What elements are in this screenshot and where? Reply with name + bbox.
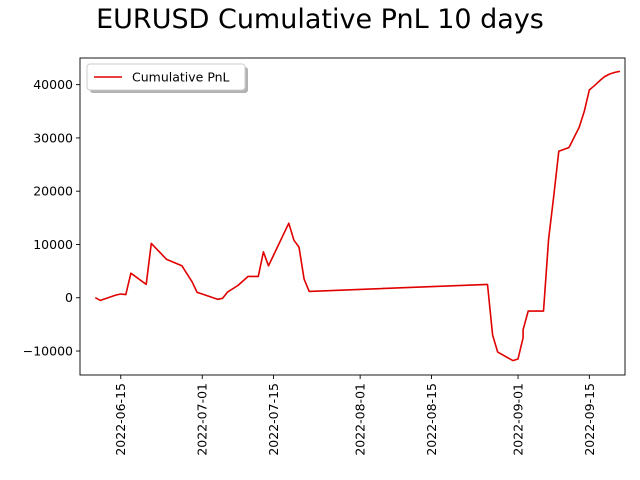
y-tick-label: 20000 [33, 184, 73, 199]
legend-label: Cumulative PnL [132, 70, 230, 85]
plot-frame [79, 57, 626, 376]
x-tick-label: 2022-09-01 [511, 383, 526, 456]
series-line-0 [94, 70, 621, 362]
y-tick-label: 0 [65, 290, 73, 305]
y-tick-label: 30000 [33, 130, 73, 145]
y-tick-label: 40000 [33, 77, 73, 92]
x-tick-label: 2022-07-15 [266, 383, 281, 456]
chart-title: EURUSD Cumulative PnL 10 days [96, 4, 544, 35]
y-tick-label: 10000 [33, 237, 73, 252]
x-tick-label: 2022-08-15 [424, 383, 439, 456]
x-tick-label: 2022-07-01 [195, 383, 210, 456]
legend-box [86, 63, 246, 91]
y-tick-label: −10000 [23, 344, 73, 359]
x-tick-label: 2022-06-15 [113, 383, 128, 456]
x-tick-label: 2022-08-01 [353, 383, 368, 456]
x-tick-label: 2022-09-15 [582, 383, 597, 456]
